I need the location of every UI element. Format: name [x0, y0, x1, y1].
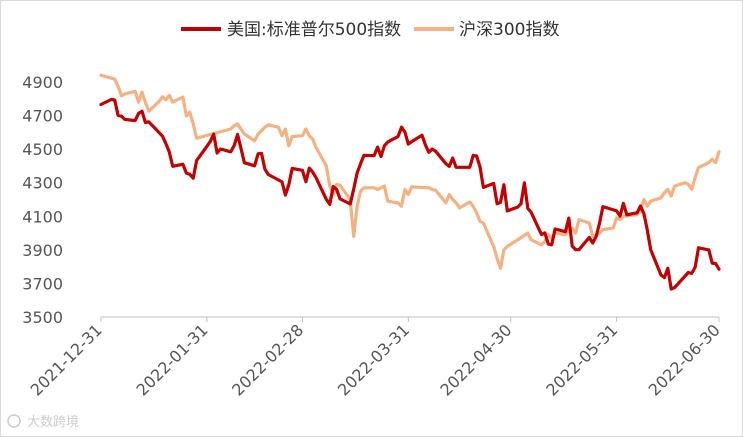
y-tick-label: 3900 — [22, 241, 63, 260]
x-tick-label: 2022-03-31 — [334, 320, 413, 399]
y-tick-label: 4500 — [22, 140, 63, 159]
y-tick-label: 3700 — [22, 274, 63, 293]
x-tick-label: 2022-01-31 — [132, 320, 211, 399]
x-axis: 2021-12-31 2022-01-31 2022-02-28 2022-03-31… — [27, 316, 724, 400]
x-tick-label: 2022-04-30 — [436, 320, 515, 399]
legend-label-2: 沪深300指数 — [459, 20, 559, 40]
y-tick-label: 4700 — [22, 107, 63, 126]
legend: 美国:标准普尔500指数 沪深300指数 — [181, 20, 559, 40]
series-layer — [99, 73, 721, 291]
x-tick-label: 2022-02-28 — [228, 320, 307, 399]
y-tick-label: 4900 — [22, 73, 63, 92]
watermark-logo-icon — [7, 414, 21, 428]
y-tick-label: 4300 — [22, 174, 63, 193]
watermark-text: 大数跨境 — [27, 415, 79, 430]
y-tick-label: 3500 — [22, 308, 63, 327]
x-tick-label: 2022-05-31 — [542, 320, 621, 399]
legend-label-1: 美国:标准普尔500指数 — [227, 20, 401, 40]
y-axis: 3500 3700 3900 4100 4300 4500 4700 4900 — [22, 73, 63, 327]
y-tick-label: 4100 — [22, 207, 63, 226]
series-line-1 — [99, 97, 721, 291]
x-tick-label: 2022-06-30 — [645, 320, 724, 399]
x-tick-label: 2021-12-31 — [27, 320, 106, 399]
watermark: 大数跨境 — [7, 414, 79, 430]
